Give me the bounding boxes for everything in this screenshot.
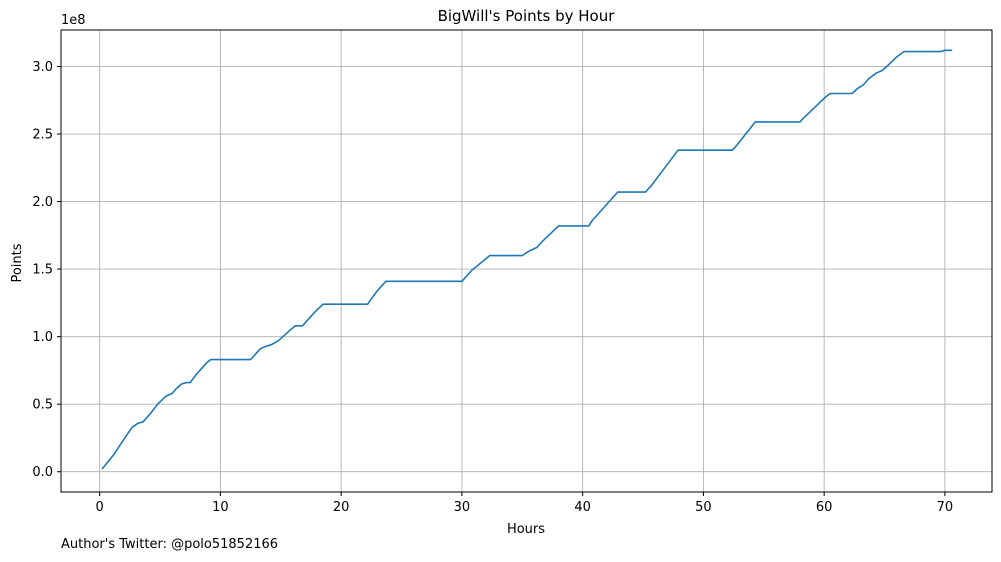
x-tick-label: 0 bbox=[96, 500, 104, 515]
y-axis-multiplier: 1e8 bbox=[61, 13, 86, 28]
x-tick-label: 40 bbox=[574, 500, 591, 515]
y-tick-label: 0.5 bbox=[32, 398, 53, 413]
y-tick-label: 2.5 bbox=[32, 128, 53, 143]
series-line bbox=[101, 49, 953, 470]
y-tick-label: 1.5 bbox=[32, 263, 53, 278]
chart-title: BigWill's Points by Hour bbox=[438, 7, 616, 25]
grid-lines bbox=[61, 30, 992, 492]
x-tick-label: 50 bbox=[695, 500, 712, 515]
x-tick-label: 70 bbox=[937, 500, 954, 515]
y-tick-label: 2.0 bbox=[32, 195, 53, 210]
x-tick-label: 60 bbox=[816, 500, 833, 515]
x-tick-label: 10 bbox=[212, 500, 229, 515]
y-axis-label: Points bbox=[10, 243, 25, 282]
y-tick-label: 3.0 bbox=[32, 60, 53, 75]
author-twitter-footnote: Author's Twitter: @polo51852166 bbox=[61, 537, 279, 552]
x-axis-ticks: 0 10 20 30 40 50 60 70 bbox=[96, 492, 954, 515]
y-axis-ticks: 0.0 0.5 1.0 1.5 2.0 2.5 3.0 bbox=[32, 60, 61, 480]
y-tick-label: 0.0 bbox=[32, 465, 53, 480]
y-tick-label: 1.0 bbox=[32, 330, 53, 345]
x-tick-label: 20 bbox=[333, 500, 350, 515]
x-axis-label: Hours bbox=[507, 522, 545, 537]
plot-area-frame bbox=[60, 29, 993, 493]
x-tick-label: 30 bbox=[454, 500, 471, 515]
